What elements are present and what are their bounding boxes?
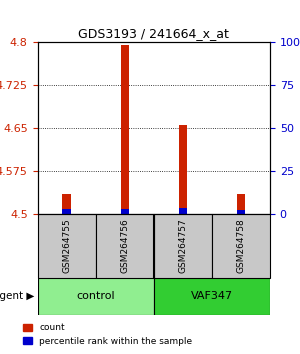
- Legend: count, percentile rank within the sample: count, percentile rank within the sample: [20, 320, 196, 349]
- Title: GDS3193 / 241664_x_at: GDS3193 / 241664_x_at: [78, 27, 229, 40]
- Text: GSM264756: GSM264756: [120, 218, 129, 273]
- Bar: [62, 209, 70, 213]
- FancyBboxPatch shape: [154, 213, 212, 278]
- Bar: [121, 209, 129, 213]
- Bar: [237, 194, 245, 213]
- Text: GSM264757: GSM264757: [178, 218, 187, 273]
- Text: GSM264758: GSM264758: [236, 218, 245, 273]
- Bar: [237, 210, 245, 213]
- Text: agent ▶: agent ▶: [0, 291, 34, 301]
- Bar: [179, 125, 187, 213]
- Text: VAF347: VAF347: [191, 291, 233, 301]
- Bar: [179, 209, 187, 213]
- FancyBboxPatch shape: [212, 213, 270, 278]
- FancyBboxPatch shape: [96, 213, 154, 278]
- Bar: [121, 45, 129, 213]
- Text: GSM264755: GSM264755: [62, 218, 71, 273]
- FancyBboxPatch shape: [38, 213, 96, 278]
- Bar: [62, 194, 70, 213]
- FancyBboxPatch shape: [38, 278, 154, 315]
- FancyBboxPatch shape: [154, 278, 270, 315]
- Text: control: control: [76, 291, 115, 301]
